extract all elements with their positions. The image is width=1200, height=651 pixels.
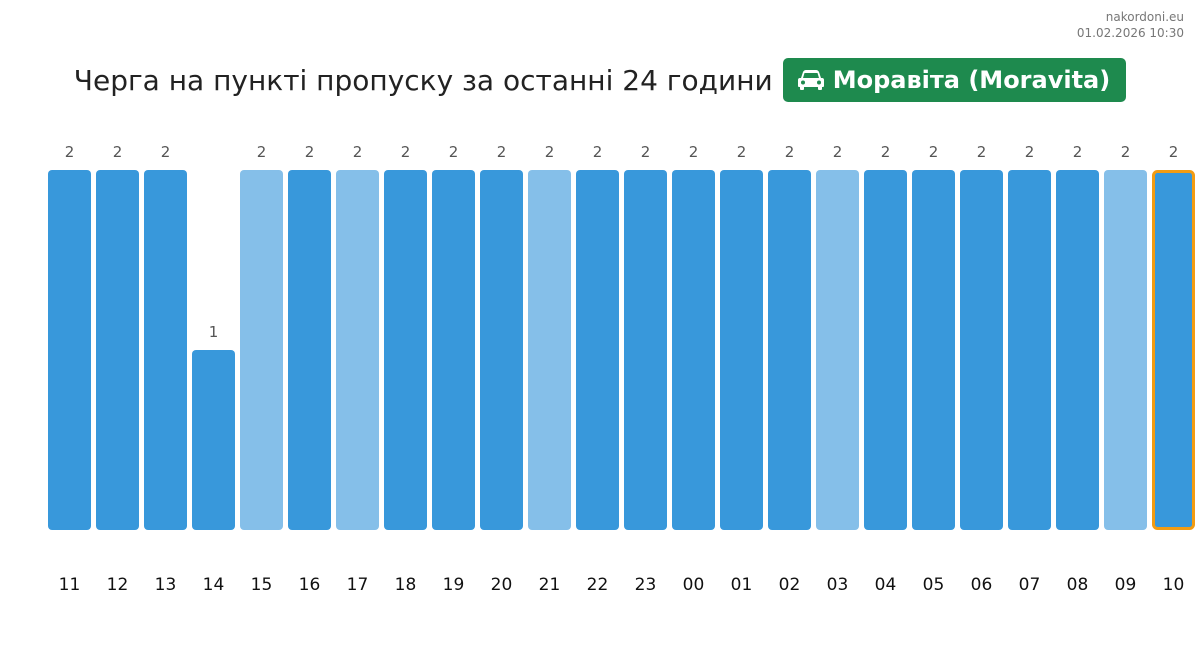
value-label-01: 2 (737, 143, 747, 161)
x-tick-22: 22 (587, 575, 609, 595)
bar-16[interactable] (288, 170, 331, 530)
value-label-17: 2 (353, 143, 363, 161)
value-label-05: 2 (929, 143, 939, 161)
value-label-16: 2 (305, 143, 315, 161)
chart-title: Черга на пункті пропуску за останні 24 г… (73, 63, 773, 97)
bar-00[interactable] (672, 170, 715, 530)
x-tick-18: 18 (395, 575, 417, 595)
crossing-badge: Моравіта (Moravita) (782, 58, 1127, 102)
value-label-10: 2 (1169, 143, 1179, 161)
chart-header: Черга на пункті пропуску за останні 24 г… (0, 58, 1200, 102)
x-tick-17: 17 (347, 575, 369, 595)
x-tick-10: 10 (1163, 575, 1185, 595)
x-tick-09: 09 (1115, 575, 1137, 595)
x-tick-03: 03 (827, 575, 849, 595)
bar-22[interactable] (576, 170, 619, 530)
bar-11[interactable] (48, 170, 91, 530)
bar-01[interactable] (720, 170, 763, 530)
x-tick-23: 23 (635, 575, 657, 595)
value-label-12: 2 (113, 143, 123, 161)
bar-08[interactable] (1056, 170, 1099, 530)
x-tick-08: 08 (1067, 575, 1089, 595)
value-label-13: 2 (161, 143, 171, 161)
value-label-08: 2 (1073, 143, 1083, 161)
site-info: nakordoni.eu 01.02.2026 10:30 (1077, 9, 1184, 41)
bar-17[interactable] (336, 170, 379, 530)
bar-14[interactable] (192, 350, 235, 530)
x-tick-05: 05 (923, 575, 945, 595)
crossing-name: Моравіта (Moravita) (832, 66, 1111, 94)
bar-07[interactable] (1008, 170, 1051, 530)
value-label-15: 2 (257, 143, 267, 161)
bar-13[interactable] (144, 170, 187, 530)
bar-09[interactable] (1104, 170, 1147, 530)
x-tick-labels-group: 11 12 13 14 15 16 17 18 19 20 21 22 23 00 01 02 03 04 05 06… (59, 575, 1185, 595)
x-tick-12: 12 (107, 575, 129, 595)
x-tick-16: 16 (299, 575, 321, 595)
x-tick-14: 14 (203, 575, 225, 595)
value-label-21: 2 (545, 143, 555, 161)
car-icon (797, 70, 824, 90)
value-label-06: 2 (977, 143, 987, 161)
x-tick-04: 04 (875, 575, 897, 595)
value-label-04: 2 (881, 143, 891, 161)
value-label-19: 2 (449, 143, 459, 161)
value-label-07: 2 (1025, 143, 1035, 161)
x-tick-19: 19 (443, 575, 465, 595)
bars-group (48, 170, 1195, 530)
bar-20[interactable] (480, 170, 523, 530)
bar-12[interactable] (96, 170, 139, 530)
bar-10[interactable] (1152, 170, 1195, 530)
x-tick-01: 01 (731, 575, 753, 595)
x-tick-20: 20 (491, 575, 513, 595)
value-label-20: 2 (497, 143, 507, 161)
bar-03[interactable] (816, 170, 859, 530)
x-tick-00: 00 (683, 575, 705, 595)
x-tick-11: 11 (59, 575, 81, 595)
bar-06[interactable] (960, 170, 1003, 530)
bar-02[interactable] (768, 170, 811, 530)
value-label-14: 1 (209, 323, 219, 341)
bar-23[interactable] (624, 170, 667, 530)
bar-21[interactable] (528, 170, 571, 530)
x-tick-02: 02 (779, 575, 801, 595)
value-label-18: 2 (401, 143, 411, 161)
bar-05[interactable] (912, 170, 955, 530)
x-tick-21: 21 (539, 575, 561, 595)
site-domain: nakordoni.eu (1105, 10, 1184, 24)
bar-19[interactable] (432, 170, 475, 530)
x-tick-06: 06 (971, 575, 993, 595)
x-tick-13: 13 (155, 575, 177, 595)
bar-15[interactable] (240, 170, 283, 530)
value-label-09: 2 (1121, 143, 1131, 161)
value-label-03: 2 (833, 143, 843, 161)
value-label-22: 2 (593, 143, 603, 161)
value-label-02: 2 (785, 143, 795, 161)
site-timestamp: 01.02.2026 10:30 (1076, 26, 1184, 40)
x-tick-07: 07 (1019, 575, 1041, 595)
bar-04[interactable] (864, 170, 907, 530)
value-label-00: 2 (689, 143, 699, 161)
bar-18[interactable] (384, 170, 427, 530)
value-label-23: 2 (641, 143, 651, 161)
value-label-11: 2 (65, 143, 75, 161)
x-tick-15: 15 (251, 575, 273, 595)
value-labels-group: 2 2 2 1 2 2 2 2 2 2 2 2 2 2 2 2 2 2 2 2 2 2 2 2 (65, 143, 1179, 341)
